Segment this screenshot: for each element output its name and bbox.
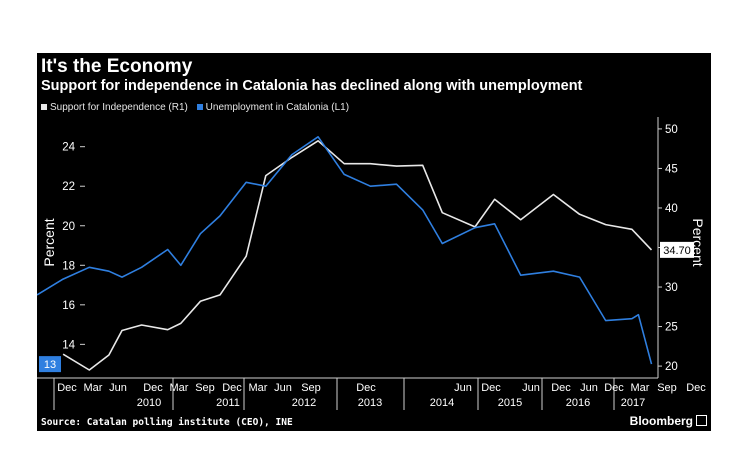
- x-tick-label: Jun: [522, 382, 540, 394]
- left-tick-label: 24: [62, 142, 75, 154]
- right-tick-label: 40: [665, 203, 678, 215]
- left-tick-label: 16: [62, 300, 75, 312]
- unemployment-last-value: 13: [44, 359, 56, 371]
- x-year-label: 2017: [621, 397, 645, 409]
- x-tick-label: Dec: [222, 382, 242, 394]
- line-chart: 14161820222420253035404550PercentPercent…: [37, 117, 706, 410]
- support-last-badge: [660, 241, 694, 258]
- right-tick-label: 25: [665, 322, 678, 334]
- x-tick-label: Dec: [551, 382, 571, 394]
- legend-item-unemployment: Unemployment in Catalonia (L1): [196, 102, 350, 113]
- x-tick-label: Sep: [195, 382, 215, 394]
- legend-label-support: Support for Independence (R1): [50, 102, 188, 113]
- brand-badge-icon: [696, 415, 707, 426]
- x-year-label: 2013: [358, 397, 382, 409]
- left-tick-label: 22: [62, 181, 75, 193]
- x-year-label: 2010: [137, 397, 161, 409]
- chart-title: It's the Economy: [41, 56, 193, 77]
- legend-label-unemployment: Unemployment in Catalonia (L1): [205, 102, 350, 113]
- x-tick-label: Jun: [454, 382, 472, 394]
- x-tick-label: Dec: [686, 382, 706, 394]
- series-line-unemployment: [37, 136, 653, 365]
- right-tick-label: 45: [665, 163, 678, 175]
- support-last-value: 34.70: [663, 245, 691, 257]
- legend-swatch-unemployment: [196, 104, 203, 110]
- left-axis-title: Percent: [41, 218, 57, 266]
- x-tick-label: Dec: [143, 382, 163, 394]
- x-year-label: 2011: [216, 397, 240, 409]
- x-tick-label: Mar: [631, 382, 650, 394]
- x-tick-label: Jun: [109, 382, 127, 394]
- brand-logo: Bloomberg: [630, 414, 707, 428]
- left-tick-label: 18: [62, 260, 75, 272]
- legend: Support for Independence (R1) Unemployme…: [41, 102, 355, 113]
- left-tick-label: 20: [62, 221, 75, 233]
- x-tick-label: Jun: [580, 382, 598, 394]
- source-note: Source: Catalan polling institute (CEO),…: [41, 417, 293, 428]
- x-tick-label: Mar: [170, 382, 189, 394]
- legend-swatch-support: [41, 104, 47, 110]
- x-tick-label: Jun: [274, 382, 292, 394]
- series-line-support: [62, 140, 653, 371]
- right-tick-label: 30: [665, 282, 678, 294]
- unemployment-last-badge: [39, 356, 61, 373]
- chart-subtitle: Support for independence in Catalonia ha…: [41, 78, 583, 94]
- left-tick-label: 14: [62, 339, 75, 351]
- right-tick-label: 50: [665, 124, 678, 136]
- x-tick-label: Sep: [301, 382, 321, 394]
- right-tick-label: 20: [665, 361, 678, 373]
- x-year-label: 2016: [566, 397, 590, 409]
- x-year-label: 2012: [292, 397, 316, 409]
- x-tick-label: Mar: [249, 382, 268, 394]
- chart-panel: It's the Economy Support for independenc…: [37, 53, 711, 431]
- x-tick-label: Dec: [481, 382, 501, 394]
- legend-item-support: Support for Independence (R1): [41, 102, 188, 113]
- x-tick-label: Dec: [356, 382, 376, 394]
- x-year-label: 2015: [498, 397, 522, 409]
- brand-name: Bloomberg: [629, 414, 693, 428]
- x-tick-label: Dec: [57, 382, 77, 394]
- x-tick-label: Mar: [84, 382, 103, 394]
- x-tick-label: Sep: [657, 382, 677, 394]
- x-year-label: 2014: [430, 397, 454, 409]
